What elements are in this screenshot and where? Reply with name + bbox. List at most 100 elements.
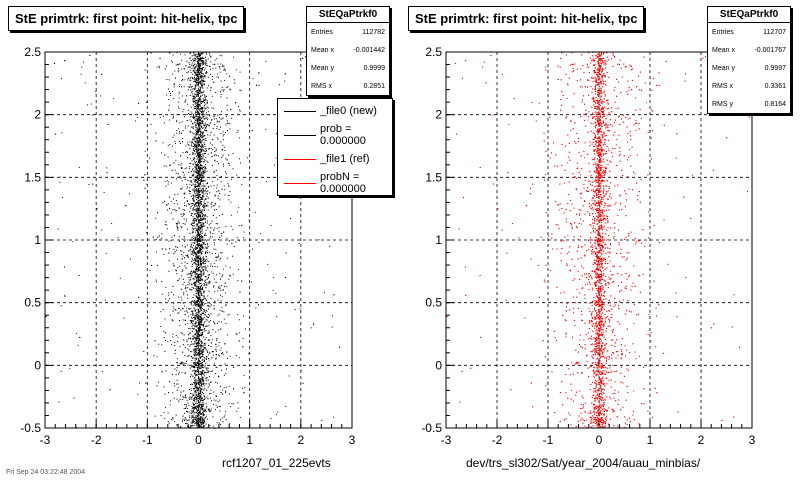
scatter-point <box>197 245 199 247</box>
scatter-point <box>203 150 205 152</box>
scatter-point <box>207 386 209 388</box>
scatter-point <box>199 105 201 107</box>
scatter-point <box>192 189 194 191</box>
scatter-point <box>199 298 201 300</box>
scatter-point <box>206 187 208 189</box>
scatter-point <box>196 268 198 270</box>
scatter-point <box>153 355 155 357</box>
scatter-point <box>203 360 205 362</box>
scatter-point <box>205 99 207 101</box>
scatter-point <box>200 313 202 315</box>
scatter-point <box>203 218 205 220</box>
scatter-point <box>195 374 197 376</box>
scatter-point <box>194 408 196 410</box>
scatter-point <box>196 206 198 208</box>
scatter-point <box>191 407 193 409</box>
scatter-point <box>185 99 187 101</box>
scatter-point <box>196 139 198 141</box>
scatter-point <box>197 123 199 125</box>
scatter-point <box>189 141 191 143</box>
scatter-point <box>207 190 209 192</box>
scatter-point <box>195 260 197 262</box>
scatter-point <box>208 186 210 188</box>
scatter-point <box>225 322 227 324</box>
scatter-point <box>195 391 197 393</box>
scatter-point <box>197 190 199 192</box>
scatter-point <box>215 372 217 374</box>
scatter-point <box>192 420 194 422</box>
scatter-point <box>210 73 212 75</box>
scatter-point <box>224 171 226 173</box>
scatter-point <box>197 301 199 303</box>
scatter-point <box>186 273 188 275</box>
scatter-point <box>192 114 194 116</box>
scatter-point <box>204 67 206 69</box>
scatter-point <box>211 76 213 78</box>
scatter-point <box>207 270 209 272</box>
scatter-point <box>198 402 200 404</box>
scatter-point <box>204 252 206 254</box>
scatter-point <box>205 256 207 258</box>
scatter-point <box>202 414 204 416</box>
scatter-point <box>194 122 196 124</box>
scatter-point <box>197 153 199 155</box>
scatter-point <box>192 70 194 72</box>
scatter-point <box>69 367 71 369</box>
scatter-point <box>201 232 203 234</box>
scatter-point <box>198 305 200 307</box>
scatter-point <box>196 67 198 69</box>
scatter-point <box>205 349 207 351</box>
scatter-point <box>193 97 195 99</box>
scatter-point <box>199 181 201 183</box>
scatter-point <box>210 227 212 229</box>
scatter-point <box>209 315 211 317</box>
scatter-point <box>196 354 198 356</box>
scatter-point <box>155 217 157 219</box>
scatter-point <box>205 309 207 311</box>
scatter-point <box>156 385 158 387</box>
scatter-point <box>198 330 200 332</box>
scatter-point <box>163 165 165 167</box>
scatter-point <box>196 344 198 346</box>
scatter-point <box>198 355 200 357</box>
scatter-point <box>207 201 209 203</box>
scatter-point <box>217 198 219 200</box>
scatter-point <box>195 164 197 166</box>
scatter-point <box>151 264 153 266</box>
scatter-point <box>202 332 204 334</box>
scatter-point <box>168 181 170 183</box>
scatter-point <box>198 208 200 210</box>
scatter-point <box>199 106 201 108</box>
scatter-point <box>203 205 205 207</box>
scatter-point <box>195 82 197 84</box>
scatter-point <box>196 238 198 240</box>
scatter-point <box>219 285 221 287</box>
scatter-point <box>202 262 204 264</box>
scatter-point <box>195 351 197 353</box>
scatter-point <box>201 156 203 158</box>
scatter-point <box>193 362 195 364</box>
scatter-point <box>198 252 200 254</box>
scatter-point <box>198 215 200 217</box>
scatter-point <box>199 247 201 249</box>
scatter-point <box>206 299 208 301</box>
scatter-point <box>182 418 184 420</box>
scatter-point <box>226 104 228 106</box>
scatter-point <box>200 396 202 398</box>
scatter-point <box>207 182 209 184</box>
scatter-point <box>204 61 206 63</box>
scatter-point <box>197 231 199 233</box>
scatter-point <box>193 421 195 423</box>
scatter-point <box>173 397 175 399</box>
scatter-point <box>196 164 198 166</box>
scatter-point <box>194 116 196 118</box>
scatter-point <box>285 252 287 254</box>
scatter-point <box>198 251 200 253</box>
scatter-point <box>195 195 197 197</box>
scatter-point <box>192 113 194 115</box>
scatter-point <box>199 80 201 82</box>
scatter-point <box>200 80 202 82</box>
scatter-point <box>174 169 176 171</box>
scatter-point <box>199 167 201 169</box>
scatter-point <box>198 324 200 326</box>
